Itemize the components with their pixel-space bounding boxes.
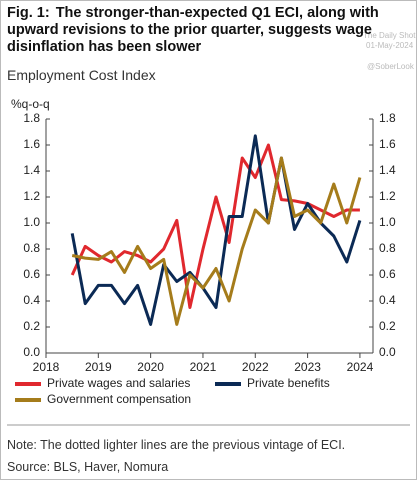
series-line bbox=[70, 134, 362, 326]
legend-label: Private wages and salaries bbox=[47, 376, 190, 390]
x-tick-label: 2019 bbox=[85, 360, 112, 374]
y-tick-label: 1.8 bbox=[23, 111, 40, 125]
x-tick-label: 2020 bbox=[137, 360, 164, 374]
chart-subtitle: Employment Cost Index bbox=[7, 67, 156, 83]
y2-tick-label: 0.8 bbox=[379, 241, 396, 255]
y2-tick-label: 1.4 bbox=[379, 163, 396, 177]
chart-title-block: Fig. 1: The stronger-than-expected Q1 ECI… bbox=[7, 5, 407, 56]
y-axis-label: %q-o-q bbox=[11, 97, 50, 111]
watermark: @SoberLook bbox=[367, 62, 415, 71]
watermark: 01-May-2024 bbox=[366, 41, 414, 50]
y2-tick-label: 1.0 bbox=[379, 215, 396, 229]
y2-tick-label: 1.6 bbox=[379, 137, 396, 151]
series-line bbox=[71, 156, 362, 326]
y2-tick-label: 0.2 bbox=[379, 319, 396, 333]
y2-tick-label: 1.2 bbox=[379, 189, 396, 203]
y-tick-label: 1.4 bbox=[23, 163, 40, 177]
y-tick-label: 0.8 bbox=[23, 241, 40, 255]
x-tick-label: 2018 bbox=[33, 360, 60, 374]
x-tick-label: 2023 bbox=[294, 360, 321, 374]
series-line bbox=[70, 143, 360, 309]
y2-tick-label: 0.6 bbox=[379, 267, 396, 281]
y-tick-label: 0.4 bbox=[23, 293, 40, 307]
legend-label: Private benefits bbox=[247, 376, 330, 390]
legend-label: Government compensation bbox=[47, 392, 191, 406]
x-tick-label: 2022 bbox=[242, 360, 269, 374]
y-tick-label: 1.6 bbox=[23, 137, 40, 151]
y-tick-label: 0.6 bbox=[23, 267, 40, 281]
y2-tick-label: 0.4 bbox=[379, 293, 396, 307]
x-tick-label: 2021 bbox=[190, 360, 217, 374]
y2-tick-label: 0.0 bbox=[379, 345, 396, 359]
y2-tick-label: 1.8 bbox=[379, 111, 396, 125]
y-tick-label: 1.2 bbox=[23, 189, 40, 203]
figure-label: Fig. 1: bbox=[7, 5, 50, 21]
y-tick-label: 0.2 bbox=[23, 319, 40, 333]
y-tick-label: 0.0 bbox=[23, 345, 40, 359]
watermark: The Daily Shot bbox=[363, 31, 416, 40]
x-tick-label: 2024 bbox=[347, 360, 374, 374]
y-tick-label: 1.0 bbox=[23, 215, 40, 229]
chart-title: The stronger-than-expected Q1 ECI, along… bbox=[7, 5, 379, 55]
note: Note: The dotted lighter lines are the p… bbox=[7, 438, 346, 452]
source: Source: BLS, Haver, Nomura bbox=[7, 460, 169, 474]
